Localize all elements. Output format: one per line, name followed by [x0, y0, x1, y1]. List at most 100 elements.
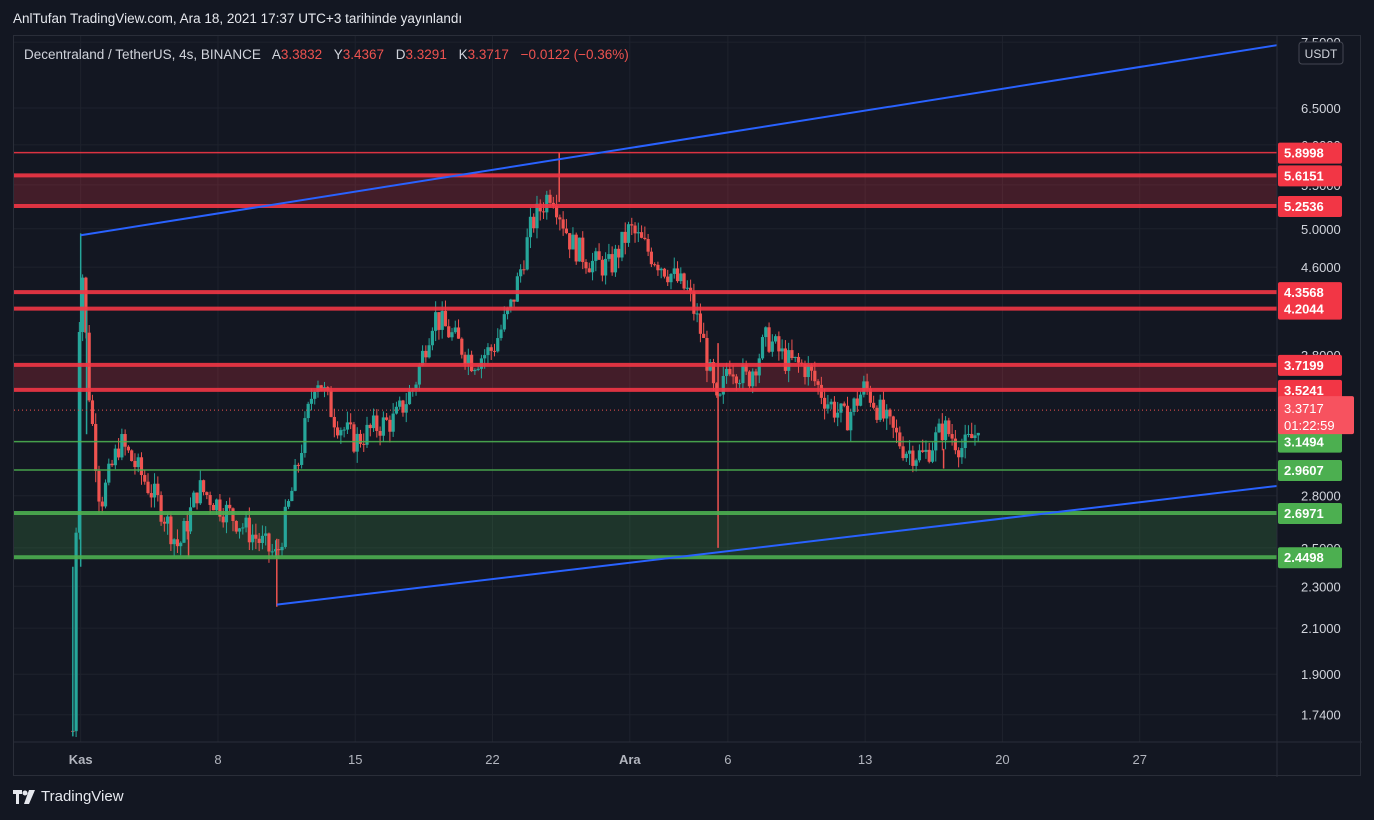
- candle-up: [496, 338, 500, 352]
- x-tick-label: Kas: [69, 752, 93, 767]
- x-tick-layer: Kas 8 15 22 Ara 6 13 20 27: [69, 752, 1147, 767]
- candle-up: [904, 453, 908, 459]
- candle-down: [610, 254, 614, 273]
- candle-up: [878, 399, 882, 420]
- open-value: 3.3832: [281, 47, 322, 62]
- candle-up: [313, 391, 317, 399]
- candle-down: [823, 397, 827, 409]
- candle-down: [368, 424, 372, 429]
- candle-down: [489, 347, 493, 351]
- candle-up: [283, 506, 287, 547]
- candle-up: [198, 480, 202, 504]
- price-label-box: [1278, 282, 1342, 304]
- price-label-box: [1278, 165, 1342, 187]
- candle-up: [188, 507, 193, 532]
- candle-down: [947, 420, 951, 435]
- candle-down: [597, 251, 601, 260]
- y-tick-label: 2.1000: [1301, 621, 1341, 636]
- candle-down: [162, 521, 166, 524]
- candle-down: [564, 228, 568, 234]
- price-label-box: [1278, 460, 1342, 482]
- candle-up: [241, 527, 245, 529]
- candle-down: [868, 388, 872, 403]
- last-price-box: [1278, 396, 1354, 435]
- candle-down: [901, 446, 905, 459]
- candle-down: [247, 517, 251, 543]
- candle-down: [728, 368, 732, 375]
- candle-down: [744, 364, 748, 372]
- currency-badge[interactable]: [1298, 41, 1344, 65]
- candle-down: [777, 336, 781, 352]
- candle-up: [760, 337, 765, 359]
- candle-up: [594, 251, 598, 261]
- candle-down: [734, 376, 738, 384]
- price-label-layer: 5.8998 5.6151 5.2536 4.3568 4.2044 3.7199 3.52…: [1278, 142, 1354, 569]
- candle-down: [228, 504, 232, 509]
- candle-down: [362, 443, 366, 445]
- candle-down: [568, 233, 572, 250]
- chart-frame[interactable]: 7.50006.50006.00005.50005.00004.60003.80…: [13, 35, 1362, 777]
- candle-down: [898, 432, 902, 447]
- candle-down: [375, 415, 379, 431]
- candle-up: [937, 423, 941, 433]
- price-chart[interactable]: 7.50006.50006.00005.50005.00004.60003.80…: [14, 36, 1362, 777]
- candle-down: [643, 237, 647, 240]
- candle-up: [407, 391, 412, 405]
- price-label: 4.3568: [1284, 285, 1324, 300]
- price-label-box: [1278, 354, 1342, 376]
- candle-down: [378, 430, 382, 436]
- y-tick-layer: 7.50006.50006.00005.50005.00004.60003.80…: [1301, 36, 1341, 723]
- candle-up: [525, 237, 529, 270]
- symbol-name: Decentraland / TetherUS, 4s, BINANCE: [24, 47, 261, 62]
- candle-layer: [14, 152, 1277, 738]
- candle-down: [711, 362, 716, 384]
- candle-down: [957, 450, 961, 458]
- candle-up: [773, 336, 778, 342]
- candle-down: [205, 492, 209, 496]
- candle-down: [796, 356, 801, 363]
- candle-down: [94, 423, 98, 471]
- candle-down: [816, 381, 820, 385]
- candle-down: [401, 400, 405, 413]
- price-label: 2.6971: [1284, 506, 1324, 521]
- candle-up: [659, 268, 663, 271]
- candle-up: [764, 327, 768, 338]
- candle-down: [692, 291, 696, 314]
- candle-down: [783, 348, 787, 371]
- candle-up: [499, 329, 503, 339]
- candle-down: [653, 264, 657, 266]
- candle-down: [953, 438, 957, 451]
- candle-up: [914, 460, 918, 466]
- candle-down: [257, 538, 261, 543]
- candle-down: [705, 337, 709, 371]
- candle-up: [515, 276, 519, 302]
- candle-down: [358, 433, 363, 444]
- candle-up: [280, 546, 284, 551]
- candle-up: [172, 539, 176, 545]
- candle-down: [332, 416, 336, 428]
- candle-up: [303, 418, 307, 453]
- candle-up: [260, 535, 265, 543]
- x-tick-label: 22: [485, 752, 499, 767]
- price-label-box: [1278, 195, 1342, 217]
- candle-up: [620, 231, 624, 258]
- candle-down: [581, 237, 585, 263]
- candle-up: [976, 432, 980, 436]
- candle-up: [417, 365, 421, 385]
- candle-up: [590, 260, 595, 273]
- candle-up: [849, 411, 853, 431]
- candle-up: [780, 348, 784, 352]
- candle-down: [234, 520, 238, 532]
- tradingview-logo[interactable]: TradingView: [13, 788, 124, 805]
- x-tick-label: 27: [1132, 752, 1146, 767]
- y-tick-label: 2.8000: [1301, 489, 1341, 504]
- candle-down: [139, 457, 144, 476]
- candle-down: [682, 273, 686, 289]
- candle-down: [492, 350, 497, 352]
- candle-up: [264, 533, 268, 536]
- open-label: A: [272, 47, 281, 62]
- candle-down: [201, 480, 206, 493]
- candle-up: [826, 404, 830, 409]
- y-tick-label: 1.7400: [1301, 708, 1341, 723]
- candle-down: [911, 450, 915, 466]
